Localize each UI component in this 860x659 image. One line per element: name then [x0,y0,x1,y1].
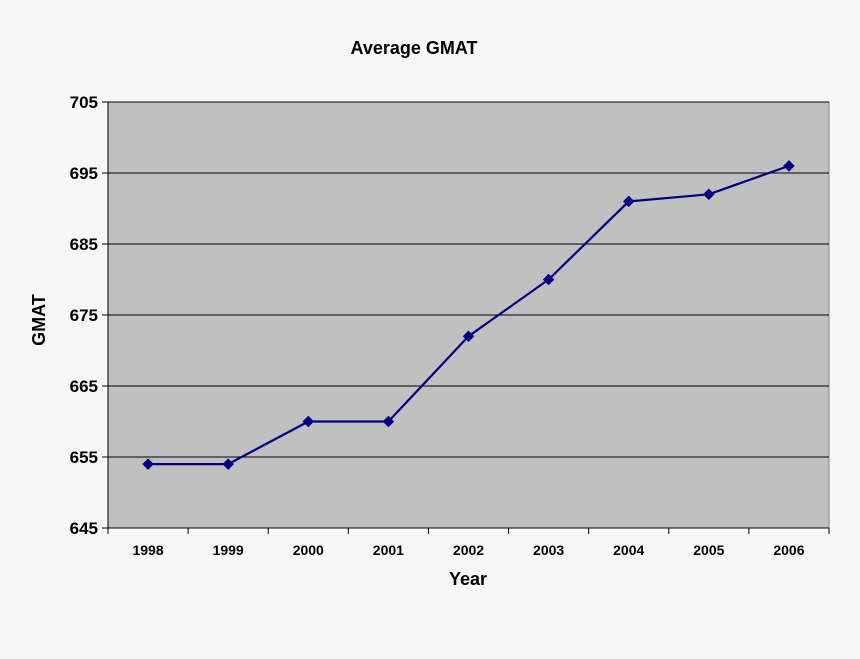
x-tick-label: 2000 [293,542,324,558]
x-tick-label: 2005 [693,542,724,558]
y-tick-label: 665 [70,377,98,396]
y-tick-label: 705 [70,93,98,112]
data-point-2004 [622,195,635,208]
y-tick-label: 685 [70,235,98,254]
y-tick-label: 645 [70,519,98,538]
data-point-2003 [542,273,555,286]
x-tick-label: 1999 [213,542,244,558]
data-point-2002 [462,330,475,343]
data-point-1998 [142,458,154,470]
y-tick-label: 695 [70,164,98,183]
data-point-2001 [382,415,395,428]
data-point-2005 [702,188,715,201]
y-axis-label: GMAT [29,294,49,346]
x-tick-label: 2003 [533,542,564,558]
y-axis: 645 655 665 675 685 695 705 [70,93,109,538]
x-axis: 1998 1999 2000 2001 2002 2003 2004 2005 2006 [107,527,830,558]
x-axis-label: Year [449,569,487,589]
x-tick-label: 1998 [132,542,163,558]
data-point-1999 [222,458,235,470]
x-tick-label: 2006 [773,542,804,558]
y-tick-label: 675 [70,306,98,325]
y-tick-label: 655 [70,448,98,467]
x-tick-label: 2001 [373,542,404,558]
series-group [142,160,795,470]
x-tick-label: 2002 [453,542,484,558]
data-point-2000 [302,415,315,428]
data-point-2006 [783,160,795,172]
x-tick-label: 2004 [613,542,644,558]
chart-title: Average GMAT [350,38,477,58]
gridlines [108,101,829,458]
